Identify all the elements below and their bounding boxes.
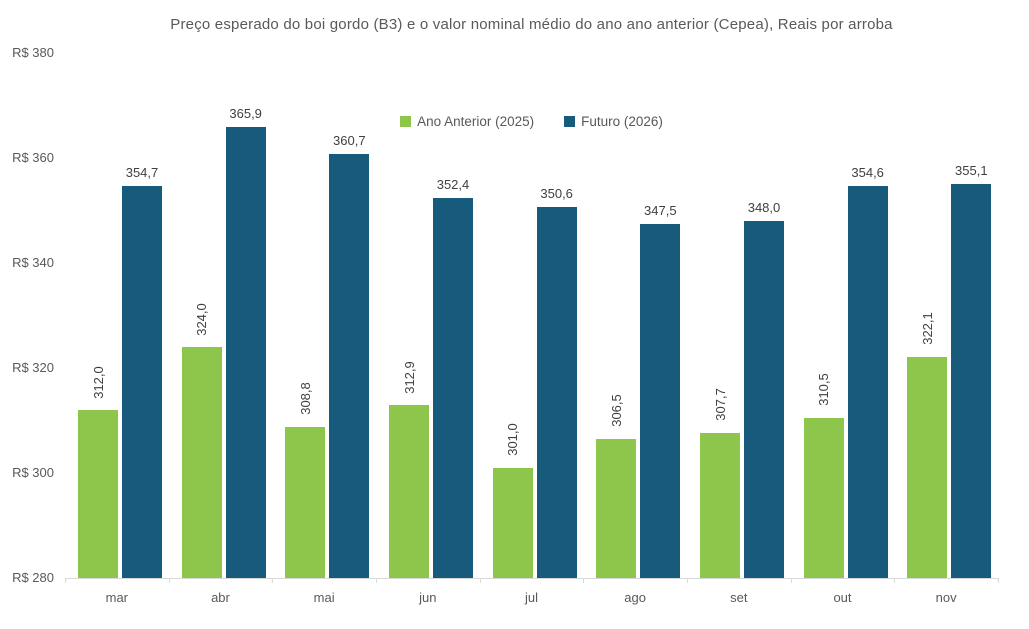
bar-set-futuro bbox=[744, 221, 784, 578]
bar-value-label-horizontal: 365,9 bbox=[229, 106, 262, 122]
x-axis-category-label: set bbox=[730, 590, 748, 605]
bar-out-futuro bbox=[847, 186, 888, 578]
x-axis-line bbox=[65, 578, 998, 579]
bar-value-text: 310,5 bbox=[816, 373, 832, 407]
bar-value-label-horizontal: 348,0 bbox=[747, 200, 781, 215]
bar-value-text: 306,5 bbox=[608, 394, 624, 428]
y-axis-tick-label: R$ 360 bbox=[12, 150, 54, 165]
bar-mar-ano-anterior bbox=[78, 410, 118, 578]
bar-jun-futuro bbox=[433, 197, 473, 578]
bar-value-text: 307,7 bbox=[712, 388, 728, 421]
y-axis-tick-label: R$ 340 bbox=[12, 255, 54, 270]
legend-swatch-green bbox=[400, 116, 412, 127]
x-axis-tick bbox=[583, 578, 585, 583]
x-axis-tick bbox=[998, 578, 999, 583]
x-axis-category-label: out bbox=[833, 590, 852, 605]
legend-item-ano-anterior: Ano Anterior (2025) bbox=[400, 114, 534, 129]
bar-mai-futuro bbox=[329, 154, 370, 578]
x-axis-category-label: mai bbox=[313, 590, 335, 605]
legend-swatch-blue bbox=[564, 116, 576, 127]
bar-value-label-horizontal: 347,5 bbox=[644, 202, 677, 218]
bar-value-text: 322,1 bbox=[919, 312, 935, 346]
bar-nov-ano-anterior bbox=[907, 356, 948, 578]
x-axis-tick bbox=[687, 578, 688, 583]
legend-label-futuro: Futuro (2026) bbox=[581, 114, 663, 129]
bar-value-label-horizontal: 352,4 bbox=[436, 176, 470, 192]
bar-jul-ano-anterior bbox=[492, 467, 533, 578]
bar-value-label-vertical: 306,5 bbox=[596, 386, 636, 436]
bar-value-label-vertical: 301,0 bbox=[493, 415, 533, 465]
bar-value-label-vertical: 310,5 bbox=[804, 365, 844, 415]
bar-value-label-vertical: 322,1 bbox=[907, 304, 947, 354]
bar-nov-futuro bbox=[951, 183, 992, 578]
bar-value-label-horizontal: 355,1 bbox=[955, 162, 988, 178]
legend: Ano Anterior (2025) Futuro (2026) bbox=[65, 114, 998, 129]
bar-value-text: 312,0 bbox=[90, 365, 106, 399]
x-axis-tick bbox=[479, 578, 481, 583]
x-axis-tick bbox=[168, 578, 170, 583]
bar-value-text: 324,0 bbox=[194, 302, 210, 336]
bar-ago-futuro bbox=[640, 223, 681, 578]
x-axis-category-label: abr bbox=[211, 590, 230, 605]
bar-value-text: 301,0 bbox=[505, 423, 521, 457]
x-axis-tick bbox=[65, 578, 66, 583]
x-axis-tick bbox=[894, 578, 896, 583]
x-axis-category-label: mar bbox=[105, 590, 129, 605]
bar-set-ano-anterior bbox=[700, 432, 740, 578]
bar-value-label-vertical: 312,9 bbox=[389, 352, 429, 402]
bar-ago-ano-anterior bbox=[596, 438, 637, 578]
bar-value-label-horizontal: 350,6 bbox=[540, 186, 573, 202]
x-axis-category-label: jun bbox=[419, 590, 437, 605]
chart-title: Preço esperado do boi gordo (B3) e o val… bbox=[170, 16, 893, 33]
bar-mai-ano-anterior bbox=[285, 426, 326, 578]
bar-value-label-vertical: 308,8 bbox=[285, 374, 325, 424]
bar-jun-ano-anterior bbox=[389, 405, 429, 578]
y-axis-tick-label: R$ 320 bbox=[12, 360, 54, 375]
bar-value-label-vertical: 312,0 bbox=[78, 357, 118, 407]
legend-item-futuro: Futuro (2026) bbox=[564, 114, 663, 129]
bar-value-label-horizontal: 354,7 bbox=[125, 164, 159, 180]
x-axis-tick bbox=[790, 578, 792, 583]
x-axis-tick bbox=[376, 578, 377, 583]
x-axis-category-label: nov bbox=[935, 590, 957, 605]
bar-value-label-vertical: 307,7 bbox=[700, 380, 740, 430]
bar-abr-futuro bbox=[225, 127, 266, 578]
bar-value-label-horizontal: 354,6 bbox=[851, 165, 884, 181]
legend-label-ano-anterior: Ano Anterior (2025) bbox=[417, 114, 535, 129]
x-axis-category-label: ago bbox=[624, 590, 646, 605]
x-axis-category-label: jul bbox=[524, 590, 538, 605]
bar-jul-futuro bbox=[536, 207, 577, 578]
x-axis-tick bbox=[272, 578, 274, 583]
y-axis-tick-label: R$ 300 bbox=[12, 465, 54, 480]
y-axis-tick-label: R$ 280 bbox=[12, 570, 54, 585]
bar-abr-ano-anterior bbox=[181, 347, 222, 578]
bar-value-text: 308,8 bbox=[297, 382, 313, 416]
bar-value-text: 312,9 bbox=[401, 361, 417, 394]
y-axis-tick-label: R$ 380 bbox=[12, 45, 54, 60]
bar-value-label-vertical: 324,0 bbox=[182, 294, 222, 344]
bar-value-label-horizontal: 360,7 bbox=[333, 133, 366, 149]
plot-area: 312,0 324,0 308,8 312,9 301,0 306,5 307,7 310,5… bbox=[65, 53, 998, 578]
bar-out-ano-anterior bbox=[803, 417, 844, 578]
bar-mar-futuro bbox=[122, 185, 162, 578]
